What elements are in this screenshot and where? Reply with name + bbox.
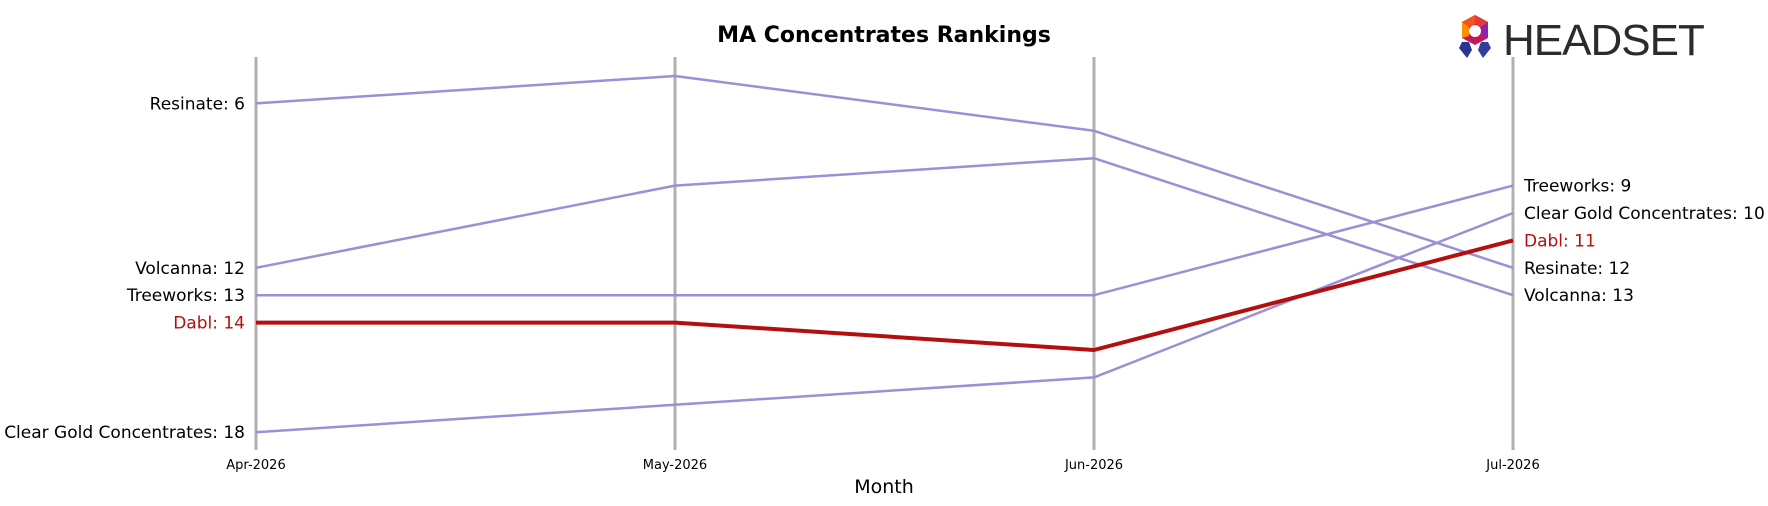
end-label-dabl: Dabl: 11: [1524, 231, 1596, 251]
vertical-gridlines: [254, 57, 1515, 450]
start-label-resinate: Resinate: 6: [150, 94, 245, 114]
series-line-volcanna: [255, 156, 1514, 297]
start-label-clear-gold-concentrates: Clear Gold Concentrates: 18: [4, 423, 245, 443]
end-label-clear-gold-concentrates: Clear Gold Concentrates: 10: [1524, 204, 1765, 224]
end-label-treeworks: Treeworks: 9: [1523, 177, 1631, 197]
start-label-volcanna: Volcanna: 12: [135, 259, 245, 279]
series-line-resinate: [255, 74, 1514, 269]
x-tick-labels: Apr-2026 May-2026 Jun-2026 Jul-2026: [226, 458, 1539, 473]
series-line-dabl: [256, 238, 1514, 352]
start-label-treeworks: Treeworks: 13: [126, 286, 245, 306]
x-axis-label: Month: [854, 476, 914, 498]
x-tick-jul-2026: Jul-2026: [1485, 458, 1539, 473]
headset-logo-text: HEADSET: [1503, 16, 1704, 65]
headset-logo-mark: [1459, 15, 1491, 58]
start-label-dabl: Dabl: 14: [173, 314, 245, 334]
series-line-treeworks: [256, 184, 1514, 297]
headset-logo: HEADSET: [1459, 15, 1705, 65]
series-lines: [255, 74, 1514, 434]
end-label-volcanna: Volcanna: 13: [1524, 286, 1634, 306]
series-labels: Resinate: 6 Resinate: 12 Volcanna: 12 Volca…: [4, 94, 1765, 443]
x-tick-jun-2026: Jun-2026: [1064, 458, 1123, 473]
end-label-resinate: Resinate: 12: [1524, 259, 1630, 279]
x-tick-may-2026: May-2026: [643, 458, 707, 473]
chart-title: MA Concentrates Rankings: [717, 23, 1051, 48]
x-tick-apr-2026: Apr-2026: [226, 458, 285, 473]
